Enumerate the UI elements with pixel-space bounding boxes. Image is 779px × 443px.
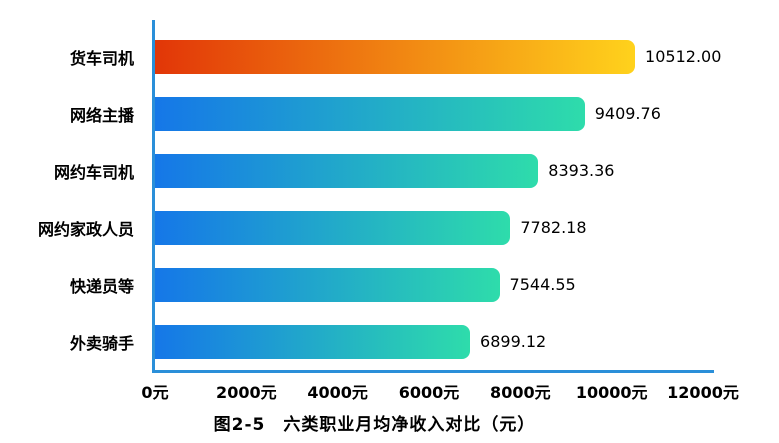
- category-label: 网约家政人员: [37, 219, 134, 239]
- bar-row: 网约车司机 8393.36: [0, 142, 779, 199]
- x-tick-label: 4000元: [307, 383, 368, 402]
- category-label: 网络主播: [69, 105, 134, 125]
- bar-row: 快递员等 7544.55: [0, 256, 779, 313]
- bar-track: 7782.18: [155, 210, 703, 245]
- value-label: 7782.18: [520, 218, 587, 237]
- bar-track: 6899.12: [155, 324, 703, 359]
- bar-5: [155, 324, 471, 359]
- bar-track: 7544.55: [155, 267, 703, 302]
- x-tick-label: 10000元: [575, 383, 648, 402]
- bar-track: 9409.76: [155, 96, 703, 131]
- bar-row: 货车司机 10512.00: [0, 28, 779, 85]
- bar-row: 网络主播 9409.76: [0, 85, 779, 142]
- value-label: 7544.55: [509, 275, 576, 294]
- value-label: 6899.12: [480, 332, 547, 351]
- x-tick-label: 8000元: [490, 383, 551, 402]
- bar-row: 网约家政人员 7782.18: [0, 199, 779, 256]
- value-label: 8393.36: [548, 161, 615, 180]
- bar-3: [155, 210, 511, 245]
- bar-row: 外卖骑手 6899.12: [0, 313, 779, 370]
- category-label: 网约车司机: [53, 162, 134, 182]
- y-axis-line: [152, 20, 155, 373]
- value-label: 10512.00: [645, 47, 722, 66]
- x-tick-label: 0元: [141, 383, 169, 402]
- category-label: 快递员等: [69, 276, 134, 296]
- category-label: 货车司机: [69, 48, 134, 68]
- bar-1: [155, 96, 585, 131]
- bar-track: 10512.00: [155, 39, 721, 74]
- value-label: 9409.76: [594, 104, 661, 123]
- bar-2: [155, 153, 539, 188]
- bar-track: 8393.36: [155, 153, 703, 188]
- chart-title: 图2-5 六类职业月均净收入对比（元）: [213, 415, 536, 435]
- x-tick-label: 2000元: [216, 383, 277, 402]
- category-label: 外卖骑手: [69, 333, 134, 353]
- x-tick-label: 6000元: [398, 383, 460, 402]
- x-axis-line: [152, 370, 714, 373]
- bar-0: [155, 39, 636, 74]
- x-axis-ticks: 0元 2000元 4000元 6000元 8000元 10000元 12000元: [141, 379, 738, 402]
- x-tick-label: 12000元: [667, 383, 739, 402]
- bar-rows-container: 货车司机 10512.00 网络主播 9409.76 网约车司机 8393.36 网约家政人…: [0, 28, 779, 370]
- bar-4: [155, 267, 500, 302]
